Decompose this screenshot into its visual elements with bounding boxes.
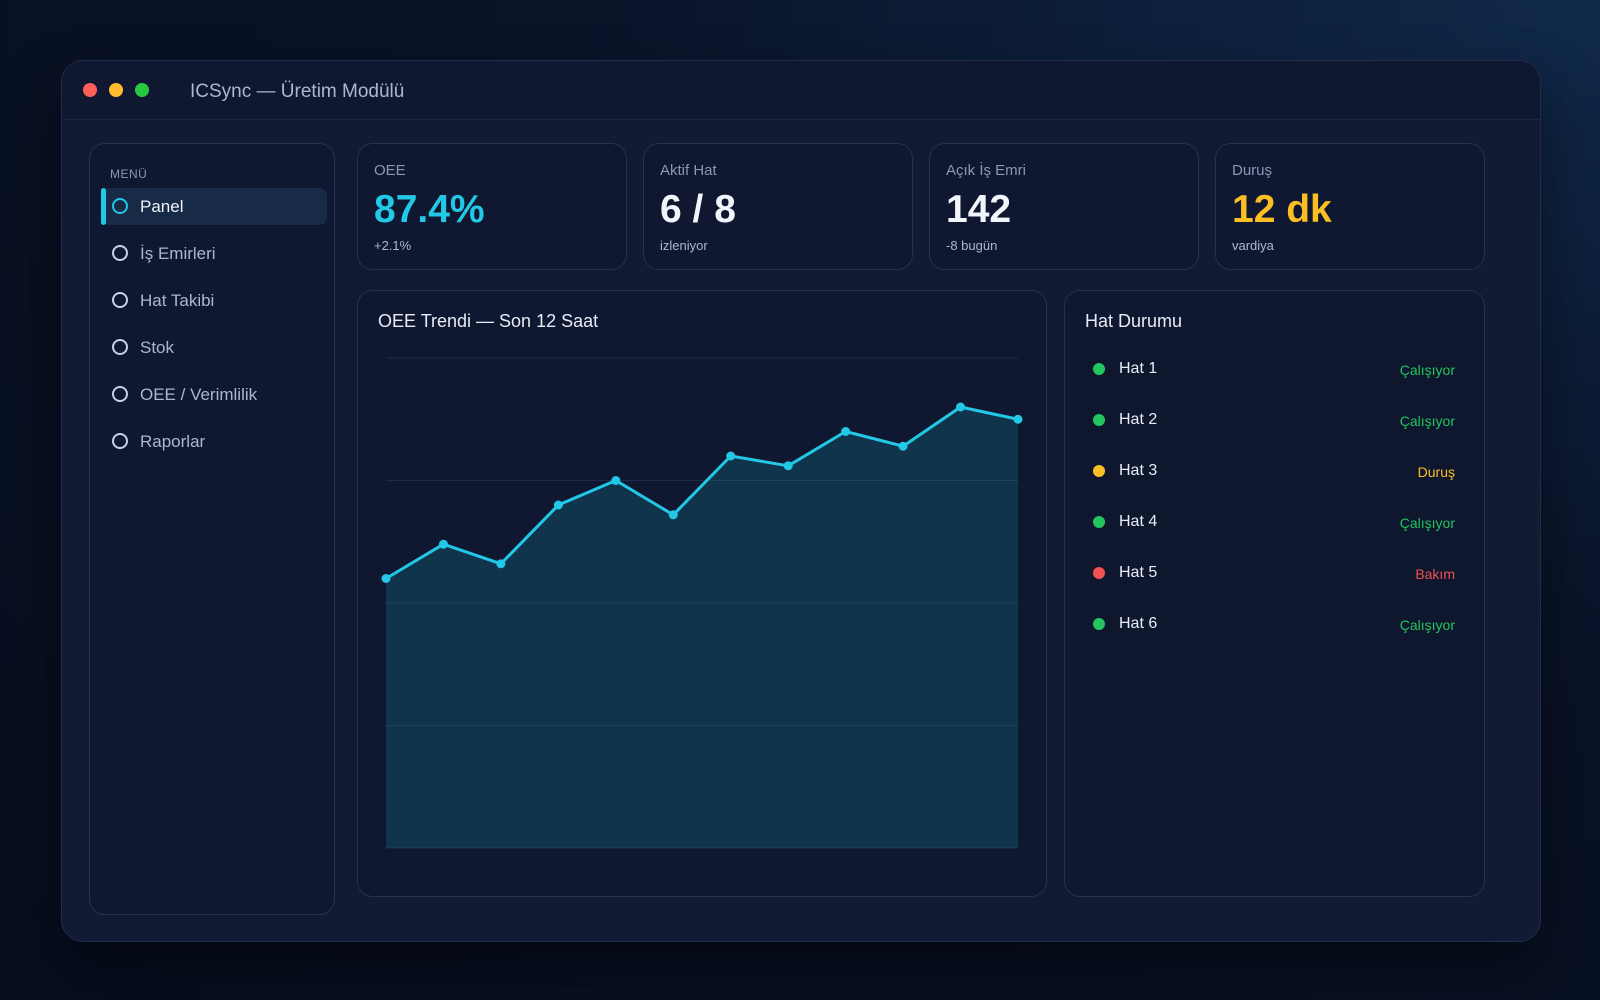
chart-data-point[interactable]: [956, 402, 966, 412]
line-name: Hat 1: [1119, 360, 1158, 377]
kpi-sub: vardiya: [1232, 238, 1274, 253]
line-status-row[interactable]: Hat 2 Çalışıyor: [1080, 398, 1468, 442]
sidebar-item-work-orders[interactable]: İş Emirleri: [101, 235, 327, 272]
line-name: Hat 3: [1119, 462, 1158, 479]
line-name: Hat 6: [1119, 615, 1158, 632]
kpi-sub: izleniyor: [660, 238, 708, 253]
line-status-row[interactable]: Hat 5 Bakım: [1080, 551, 1468, 595]
kpi-card-oee: OEE 87.4% +2.1%: [357, 143, 627, 270]
circle-icon: [112, 292, 128, 308]
oee-trend-chart: [381, 357, 1023, 849]
line-status-row[interactable]: Hat 4 Çalışıyor: [1080, 500, 1468, 544]
line-status-value: Çalışıyor: [1399, 413, 1455, 429]
status-indicator-dot: [1093, 414, 1105, 426]
kpi-label: Duruş: [1232, 162, 1273, 179]
kpi-value: 87.4%: [374, 188, 485, 231]
circle-icon: [112, 386, 128, 402]
line-status-value: Çalışıyor: [1399, 515, 1455, 531]
minimize-window-button[interactable]: [109, 83, 123, 97]
sidebar-item-label: Raporlar: [140, 432, 206, 451]
kpi-value: 12 dk: [1232, 188, 1332, 231]
line-status-value: Duruş: [1417, 464, 1455, 480]
status-indicator-dot: [1093, 618, 1105, 630]
sidebar-item-label: Stok: [140, 338, 175, 357]
sidebar-item-label: OEE / Verimlilik: [140, 385, 258, 404]
kpi-sub: -8 bugün: [946, 238, 998, 253]
chart-data-point[interactable]: [438, 539, 448, 549]
window-title: ICSync — Üretim Modülü: [190, 81, 405, 102]
line-status-value: Çalışıyor: [1399, 362, 1455, 378]
line-name: Hat 4: [1119, 513, 1158, 530]
line-status-value: Bakım: [1415, 566, 1455, 582]
line-status-row[interactable]: Hat 6 Çalışıyor: [1080, 602, 1468, 646]
sidebar-item-oee[interactable]: OEE / Verimlilik: [101, 376, 327, 413]
chart-data-point[interactable]: [553, 500, 563, 510]
chart-data-point[interactable]: [1013, 414, 1023, 424]
circle-icon: [112, 198, 128, 214]
circle-icon: [112, 245, 128, 261]
status-indicator-dot: [1093, 516, 1105, 528]
line-status-title: Hat Durumu: [1085, 311, 1183, 331]
line-status-value: Çalışıyor: [1399, 617, 1455, 633]
kpi-label: Aktif Hat: [660, 162, 717, 179]
circle-icon: [112, 433, 128, 449]
circle-icon: [112, 339, 128, 355]
menu-label: MENÜ: [110, 167, 148, 181]
sidebar-item-panel[interactable]: Panel: [101, 188, 327, 225]
sidebar-item-label: Hat Takibi: [140, 291, 215, 310]
chart-area-fill: [386, 407, 1018, 848]
chart-data-point[interactable]: [381, 574, 391, 583]
app-window: ICSync — Üretim Modülü MENÜ Panel İş Emi…: [61, 60, 1541, 942]
chart-data-point[interactable]: [496, 559, 506, 569]
line-name: Hat 5: [1119, 564, 1158, 581]
close-window-button[interactable]: [83, 83, 97, 97]
maximize-window-button[interactable]: [135, 83, 149, 97]
line-status-row[interactable]: Hat 1 Çalışıyor: [1080, 347, 1468, 391]
chart-data-point[interactable]: [898, 441, 908, 451]
chart-data-point[interactable]: [726, 451, 736, 461]
line-status-row[interactable]: Hat 3 Duruş: [1080, 449, 1468, 493]
line-name: Hat 2: [1119, 411, 1158, 428]
sidebar: MENÜ Panel İş Emirleri Hat Takibi Stok O…: [89, 143, 335, 915]
kpi-card-open-work-orders: Açık İş Emri 142 -8 bugün: [929, 143, 1199, 270]
kpi-value: 142: [946, 188, 1012, 231]
kpi-card-downtime: Duruş 12 dk vardiya: [1215, 143, 1485, 270]
chart-title: OEE Trendi — Son 12 Saat: [378, 311, 599, 331]
kpi-label: OEE: [374, 162, 406, 179]
chart-data-point[interactable]: [841, 427, 851, 436]
kpi-sub: +2.1%: [374, 238, 412, 253]
chart-data-point[interactable]: [668, 510, 678, 520]
status-indicator-dot: [1093, 567, 1105, 579]
chart-data-point[interactable]: [783, 461, 793, 471]
sidebar-item-line-tracking[interactable]: Hat Takibi: [101, 282, 327, 319]
title-bar: ICSync — Üretim Modülü: [62, 61, 1540, 120]
chart-series-line: [385, 405, 1019, 580]
line-status-panel: Hat Durumu Hat 1 Çalışıyor Hat 2 Çalışıy…: [1064, 290, 1485, 897]
kpi-label: Açık İş Emri: [946, 162, 1027, 179]
kpi-value: 6 / 8: [660, 188, 736, 231]
sidebar-item-stock[interactable]: Stok: [101, 329, 327, 366]
oee-trend-chart-panel: OEE Trendi — Son 12 Saat: [357, 290, 1047, 897]
status-indicator-dot: [1093, 465, 1105, 477]
status-indicator-dot: [1093, 363, 1105, 375]
sidebar-item-reports[interactable]: Raporlar: [101, 423, 327, 460]
kpi-card-active-lines: Aktif Hat 6 / 8 izleniyor: [643, 143, 913, 270]
sidebar-item-label: İş Emirleri: [140, 244, 216, 263]
sidebar-item-label: Panel: [140, 197, 184, 216]
chart-data-point[interactable]: [611, 476, 621, 485]
